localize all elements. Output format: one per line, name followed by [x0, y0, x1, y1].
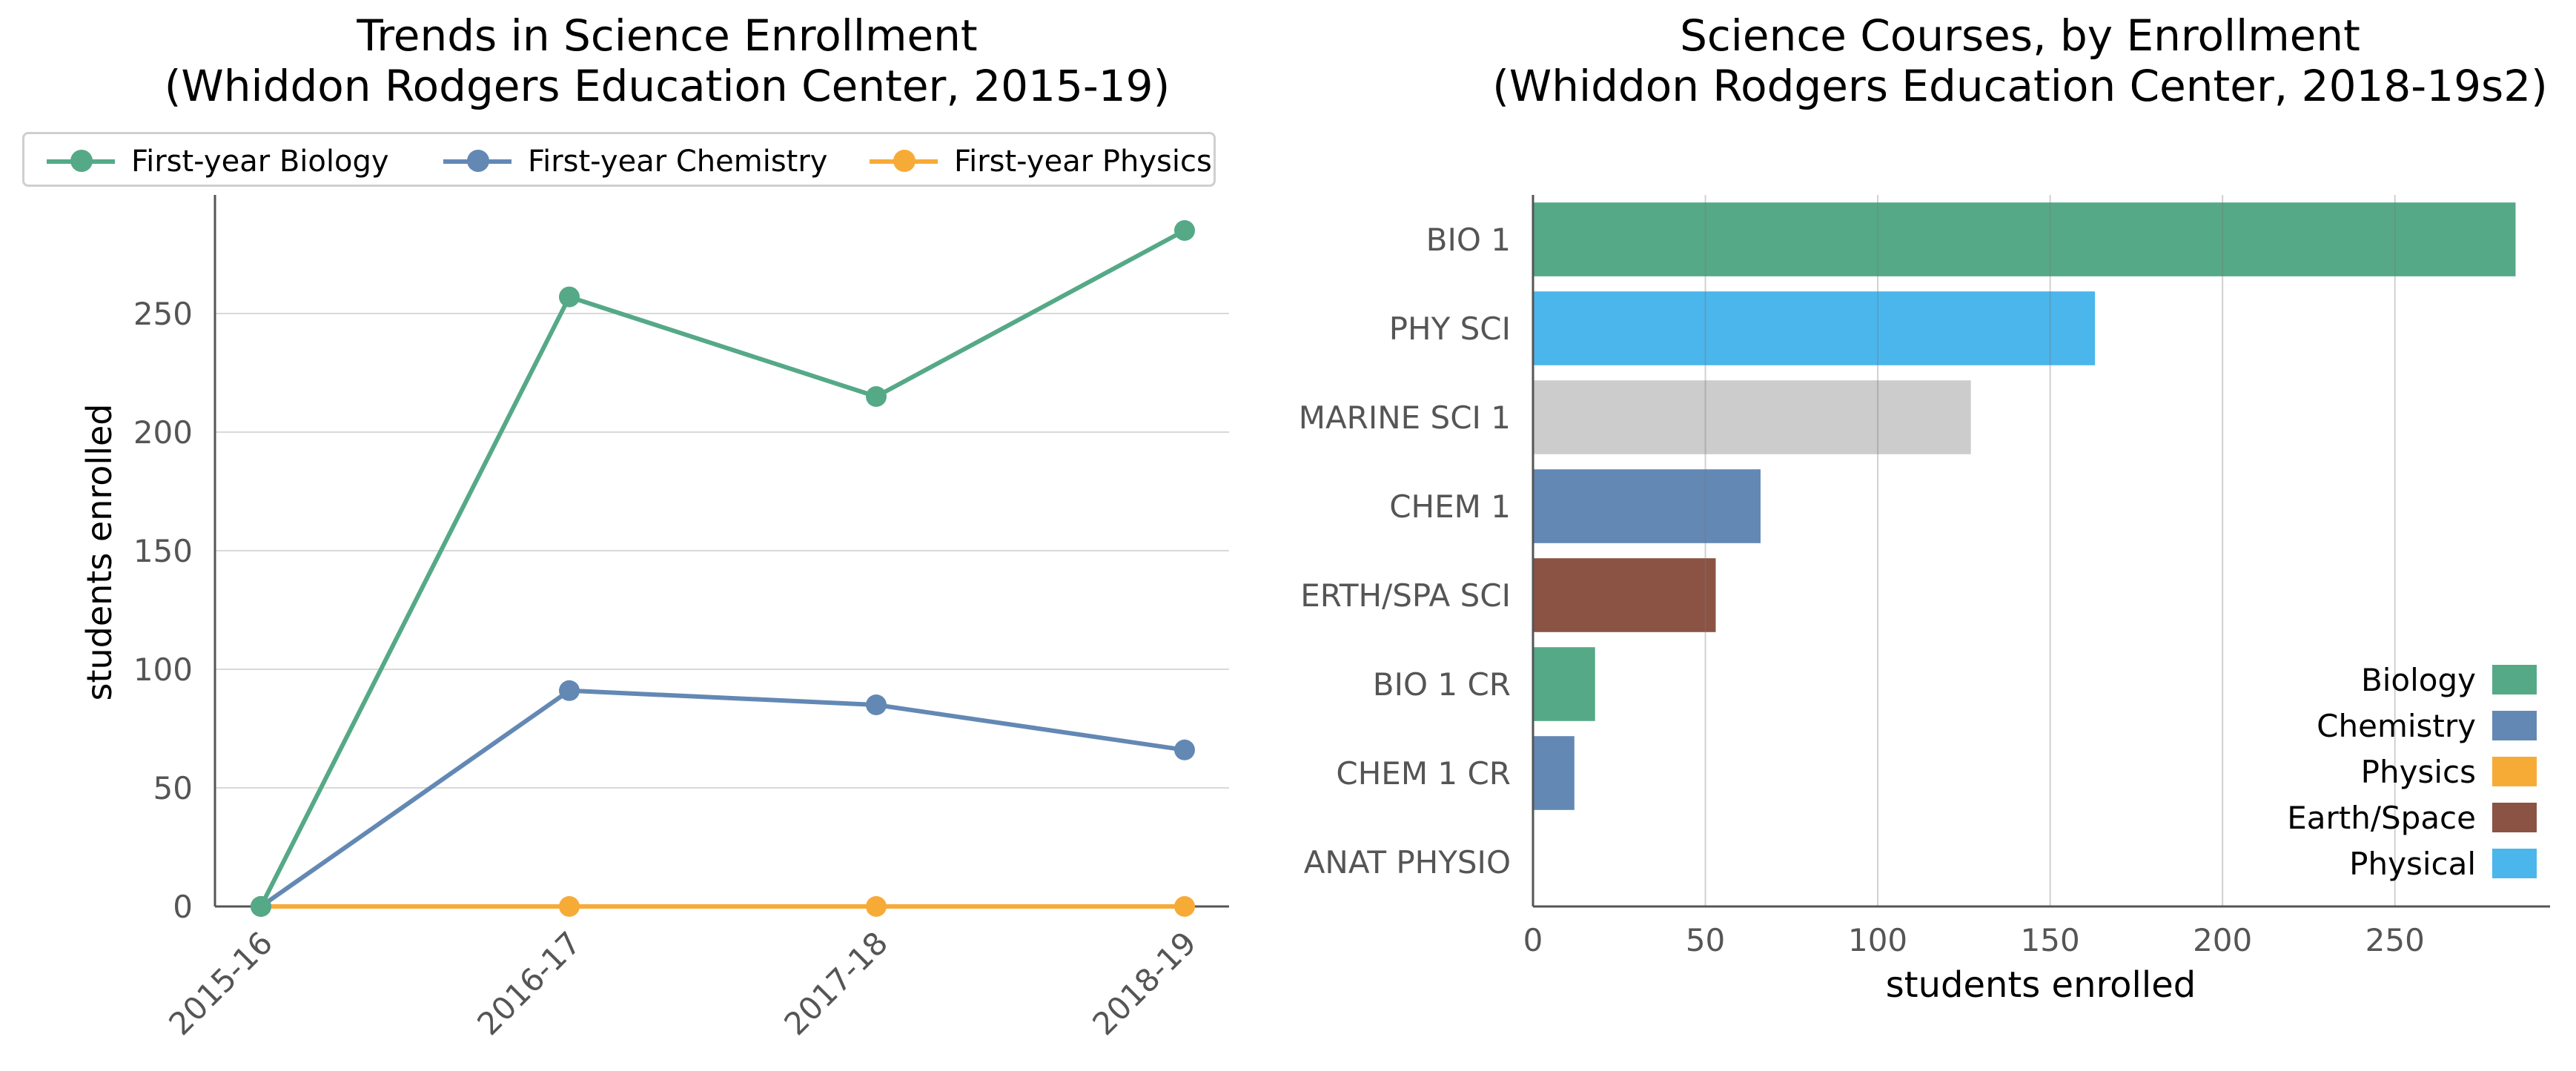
right-chart-title-line-2: (Whiddon Rodgers Education Center, 2018-… [1492, 61, 2548, 111]
data-point [251, 896, 271, 917]
legend-label: Chemistry [2317, 708, 2476, 744]
x-tick-label: 0 [1523, 922, 1543, 958]
legend-line-marker-icon [443, 150, 511, 172]
legend-label: First-year Chemistry [528, 145, 828, 179]
series-line [259, 228, 1186, 908]
right-chart-axes [1532, 195, 2550, 908]
data-point [1174, 220, 1195, 241]
y-tick-label: 100 [133, 651, 193, 688]
x-tick-label: 2018-19 [1085, 924, 1203, 1042]
bar [1533, 558, 1716, 632]
data-point [866, 896, 887, 917]
left-chart-legend: First-year Biology First-year Chemistry … [22, 132, 1216, 187]
legend-label: First-year Physics [954, 145, 1212, 179]
bar [1533, 380, 1971, 454]
legend-label: Physical [2349, 846, 2476, 882]
right-chart-tick-labels: BIO 1 PHY SCI MARINE SCI 1 CHEM 1 ERTH/SPA S… [1299, 222, 2425, 958]
right-chart-legend: Biology Chemistry Physics Earth/Space Physic… [2287, 662, 2537, 882]
legend-label: Biology [2361, 662, 2476, 698]
left-line-chart: 0 50 100 150 200 250 2015-16 2016-17 2017-18 2018… [79, 195, 1229, 1042]
left-chart-title-line-1: Trends in Science Enrollment [357, 10, 978, 61]
right-chart-title-line-1: Science Courses, by Enrollment [1680, 10, 2360, 61]
right-chart-bars [1533, 202, 2516, 810]
x-tick-label: 50 [1686, 922, 1725, 958]
x-tick-label: 150 [2021, 922, 2080, 958]
legend-swatch [2492, 711, 2537, 740]
right-chart-title: Science Courses, by Enrollment (Whiddon … [1475, 10, 2565, 111]
y-tick-label: 200 [133, 414, 193, 451]
y-tick-label: CHEM 1 [1389, 488, 1511, 525]
legend-item-physics: First-year Physics [870, 134, 1212, 189]
bar [1533, 202, 2516, 276]
legend-label: First-year Biology [131, 145, 389, 179]
left-chart-series [251, 220, 1195, 917]
data-point [1174, 896, 1195, 917]
bar [1533, 647, 1595, 721]
left-chart-title: Trends in Science Enrollment (Whiddon Ro… [119, 10, 1216, 111]
y-tick-label: CHEM 1 CR [1336, 755, 1511, 792]
y-tick-label: BIO 1 [1426, 222, 1511, 258]
legend-swatch [2492, 849, 2537, 878]
x-tick-label: 200 [2193, 922, 2252, 958]
x-tick-label: 2017-18 [777, 924, 895, 1042]
data-point [559, 286, 580, 308]
bar [1533, 469, 1761, 543]
legend-line-marker-icon [870, 150, 938, 172]
legend-item-chemistry: First-year Chemistry [443, 134, 827, 189]
y-tick-label: 50 [153, 770, 193, 806]
right-chart-x-axis-label: students enrolled [1886, 964, 2196, 1006]
x-tick-label: 100 [1848, 922, 1907, 958]
y-tick-label: ERTH/SPA SCI [1300, 577, 1511, 614]
x-tick-label: 250 [2365, 922, 2425, 958]
right-chart-gridlines [1704, 195, 2396, 906]
series-line [259, 688, 1185, 909]
left-chart-title-line-2: (Whiddon Rodgers Education Center, 2015-… [164, 61, 1171, 111]
legend-label: Earth/Space [2287, 800, 2476, 836]
data-point [866, 386, 887, 407]
y-tick-label: 250 [133, 296, 193, 332]
data-point [559, 680, 580, 701]
y-tick-label: 150 [133, 533, 193, 569]
left-chart-gridlines [215, 313, 1229, 789]
legend-item-biology: First-year Biology [47, 134, 389, 189]
legend-line-marker-icon [47, 150, 115, 172]
y-tick-label: BIO 1 CR [1373, 666, 1511, 703]
legend-swatch [2492, 803, 2537, 832]
y-tick-label: ANAT PHYSIO [1304, 844, 1511, 881]
legend-label: Physics [2361, 754, 2476, 790]
data-point [866, 694, 887, 715]
left-chart-y-axis-label: students enrolled [79, 404, 119, 701]
legend-swatch [2492, 665, 2537, 694]
y-tick-label: 0 [173, 889, 193, 925]
x-tick-label: 2015-16 [162, 924, 279, 1042]
legend-swatch [2492, 757, 2537, 786]
bar [1533, 736, 1575, 810]
bar [1533, 291, 2096, 365]
data-point [559, 896, 580, 917]
x-tick-label: 2016-17 [470, 924, 588, 1042]
data-point [1174, 739, 1195, 760]
y-tick-label: MARINE SCI 1 [1299, 399, 1511, 436]
y-tick-label: PHY SCI [1389, 311, 1511, 347]
